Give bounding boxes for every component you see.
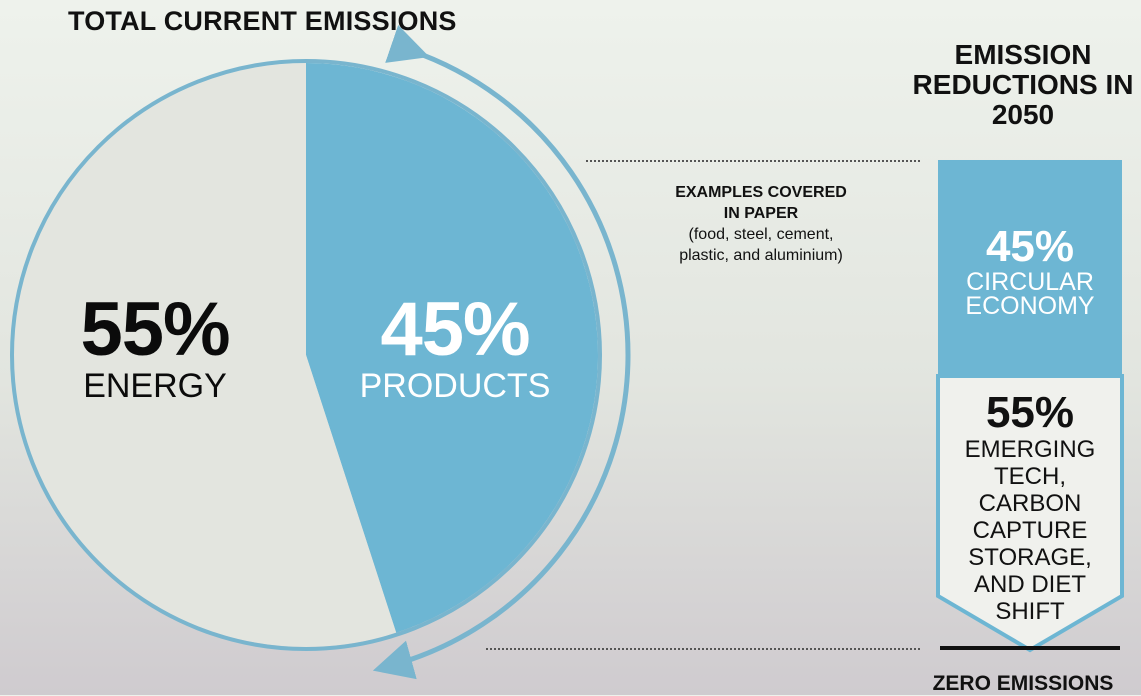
energy-percent: 55% bbox=[80, 287, 230, 372]
energy-label: ENERGY bbox=[83, 367, 227, 405]
products-slice-label: 45% PRODUCTS bbox=[335, 287, 575, 405]
circular-economy-line1: CIRCULAR bbox=[966, 268, 1094, 296]
cycle-arrow-icon bbox=[372, 25, 631, 680]
circular-economy-segment: 45% CIRCULAR ECONOMY bbox=[938, 160, 1122, 376]
pie-outline-ring bbox=[10, 59, 602, 651]
emerging-tech-line: STORAGE, bbox=[968, 544, 1092, 571]
emerging-tech-line: TECH, bbox=[994, 463, 1066, 490]
emerging-tech-line: EMERGING bbox=[964, 436, 1096, 463]
pie-slice-energy bbox=[13, 63, 397, 648]
examples-heading-line1: EXAMPLES COVERED bbox=[675, 184, 847, 201]
emerging-tech-line: SHIFT bbox=[995, 598, 1065, 625]
emerging-tech-line: AND DIET bbox=[973, 571, 1086, 598]
bottom-dotted-connector bbox=[486, 648, 920, 650]
emerging-tech-percent: 55% bbox=[985, 388, 1075, 437]
zero-emissions-baseline bbox=[940, 646, 1120, 650]
emerging-tech-line: CARBON bbox=[978, 490, 1082, 517]
examples-detail-line2: plastic, and aluminium) bbox=[679, 247, 843, 264]
energy-slice-label: 55% ENERGY bbox=[55, 287, 255, 405]
reduction-arrow-shape bbox=[936, 374, 1124, 653]
examples-annotation: EXAMPLES COVERED IN PAPER (food, steel, … bbox=[628, 182, 894, 266]
products-label: PRODUCTS bbox=[359, 367, 551, 405]
top-dotted-connector bbox=[586, 160, 920, 162]
examples-heading-line2: IN PAPER bbox=[723, 205, 799, 222]
emerging-tech-line: CAPTURE bbox=[972, 517, 1088, 544]
circular-economy-percent: 45% bbox=[985, 222, 1075, 271]
examples-detail-line1: (food, steel, cement, bbox=[688, 226, 834, 243]
products-percent: 45% bbox=[380, 287, 530, 372]
reduction-column-title: EMISSION REDUCTIONS IN 2050 bbox=[912, 39, 1134, 130]
emerging-tech-segment: 55% EMERGING TECH, CARBON CAPTURE STORAG… bbox=[938, 388, 1122, 626]
circular-economy-line2: ECONOMY bbox=[965, 292, 1095, 320]
zero-emissions-label: ZERO EMISSIONS bbox=[932, 672, 1114, 695]
